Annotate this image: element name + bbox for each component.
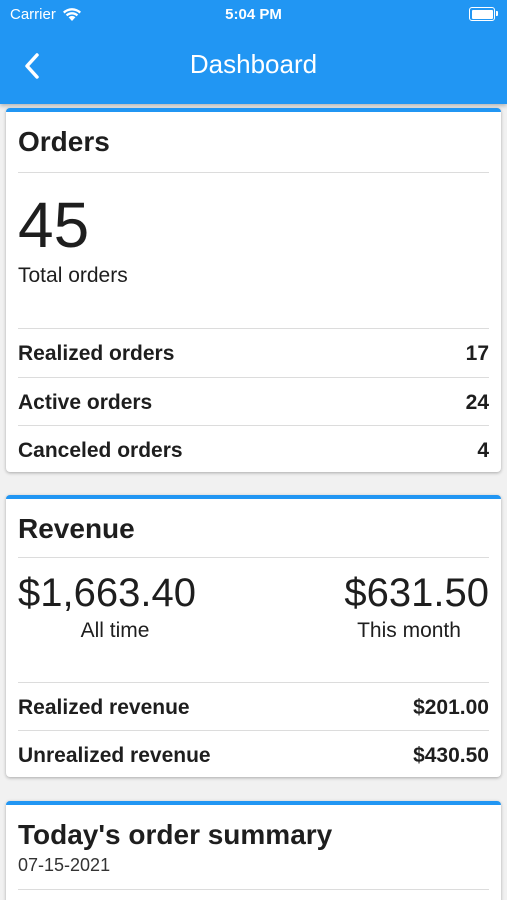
total-orders-value: 45 bbox=[18, 189, 90, 261]
realized-orders-label: Realized orders bbox=[18, 342, 175, 365]
realized-orders-value: 17 bbox=[465, 342, 489, 365]
app-bar: Carrier 5:04 PM Dashboard bbox=[0, 0, 507, 104]
divider bbox=[18, 889, 489, 890]
all-time-revenue-label: All time bbox=[80, 619, 150, 642]
wifi-icon bbox=[62, 8, 81, 21]
back-button[interactable] bbox=[16, 50, 48, 82]
battery-icon bbox=[469, 7, 498, 21]
total-orders-label: Total orders bbox=[18, 264, 128, 287]
orders-title: Orders bbox=[18, 126, 110, 157]
divider bbox=[18, 425, 489, 426]
month-revenue-value: $631.50 bbox=[344, 571, 489, 615]
order-summary-card: Today's order summary 07-15-2021 bbox=[6, 801, 501, 900]
status-bar: Carrier 5:04 PM bbox=[0, 0, 507, 32]
carrier-label: Carrier bbox=[10, 6, 56, 23]
all-time-revenue-value: $1,663.40 bbox=[18, 571, 196, 615]
realized-revenue-value: $201.00 bbox=[413, 696, 489, 719]
clock: 5:04 PM bbox=[225, 6, 282, 23]
divider bbox=[18, 377, 489, 378]
realized-revenue-label: Realized revenue bbox=[18, 696, 190, 719]
revenue-card: Revenue $1,663.40 All time $631.50 This … bbox=[6, 495, 501, 777]
carrier-info: Carrier bbox=[10, 6, 82, 23]
divider bbox=[18, 557, 489, 558]
page-title: Dashboard bbox=[189, 49, 318, 79]
divider bbox=[18, 328, 489, 329]
order-summary-title: Today's order summary bbox=[18, 819, 333, 850]
unrealized-revenue-label: Unrealized revenue bbox=[18, 744, 211, 767]
chevron-left-icon bbox=[25, 53, 39, 79]
divider bbox=[18, 682, 489, 683]
order-summary-date: 07-15-2021 bbox=[18, 855, 111, 875]
revenue-title: Revenue bbox=[18, 513, 135, 544]
divider bbox=[18, 172, 489, 173]
active-orders-label: Active orders bbox=[18, 391, 153, 414]
active-orders-value: 24 bbox=[465, 391, 489, 414]
month-revenue-label: This month bbox=[357, 619, 461, 642]
canceled-orders-value: 4 bbox=[477, 439, 489, 462]
divider bbox=[18, 730, 489, 731]
orders-card: Orders 45 Total orders Realized orders 1… bbox=[6, 108, 501, 472]
unrealized-revenue-value: $430.50 bbox=[413, 744, 489, 767]
canceled-orders-label: Canceled orders bbox=[18, 439, 183, 462]
